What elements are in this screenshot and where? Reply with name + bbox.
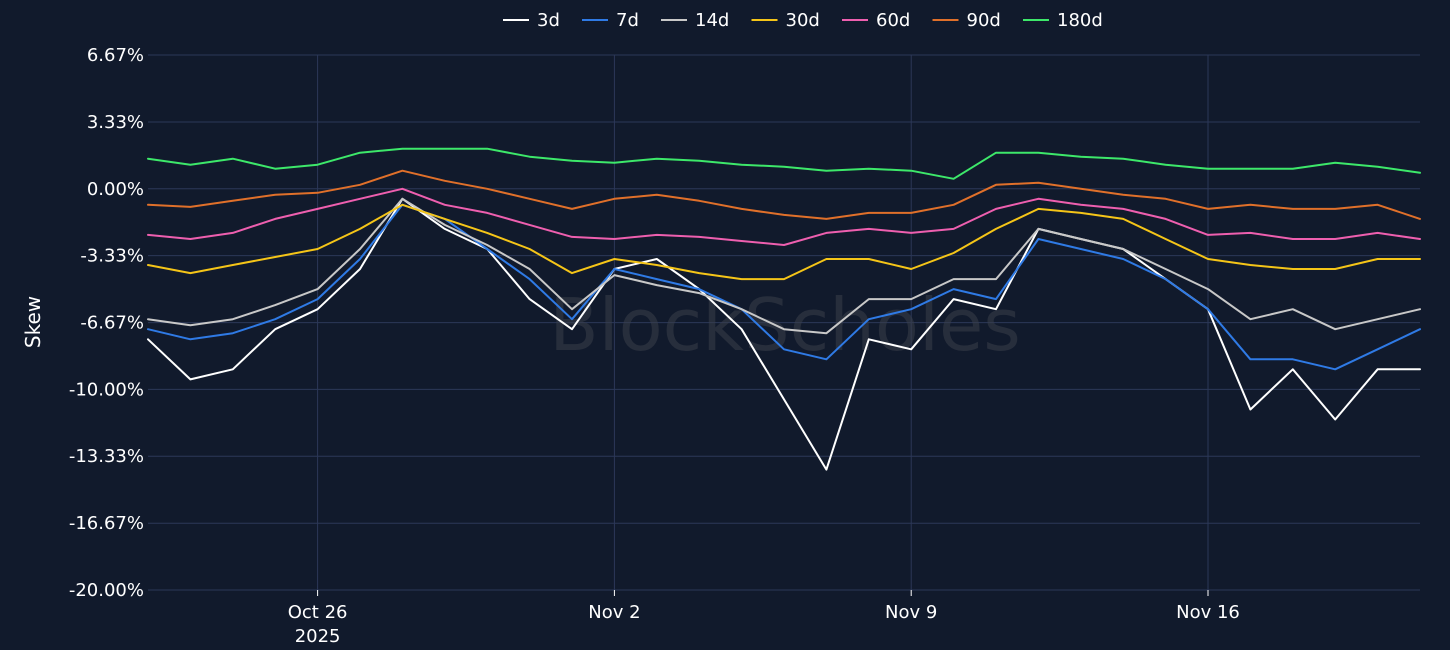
- legend: 3d 7d 14d 30d 60d 90d 180d: [503, 10, 1103, 31]
- x-tick-label: Nov 2: [588, 602, 640, 623]
- y-tick-label: -20.00%: [69, 580, 144, 601]
- legend-label: 7d: [616, 10, 639, 31]
- series-line-30d: [147, 203, 1421, 281]
- watermark-logo: BlockScholes: [549, 283, 1021, 367]
- legend-item-14d[interactable]: 14d: [661, 10, 729, 31]
- legend-item-60d[interactable]: 60d: [842, 10, 910, 31]
- y-tick-label: 3.33%: [87, 112, 144, 133]
- legend-label: 3d: [537, 10, 560, 31]
- y-tick-label: -6.67%: [80, 313, 144, 334]
- y-tick-label: -13.33%: [69, 446, 144, 467]
- series-line-7d: [147, 203, 1421, 371]
- legend-item-90d[interactable]: 90d: [932, 10, 1001, 31]
- series-line-60d: [147, 187, 1421, 246]
- legend-label: 180d: [1057, 10, 1103, 31]
- series-line-90d: [147, 169, 1421, 220]
- series-line-14d: [147, 197, 1421, 335]
- legend-label: 30d: [786, 10, 820, 31]
- x-tick-sublabel: 2025: [295, 626, 341, 647]
- legend-item-7d[interactable]: 7d: [582, 10, 639, 31]
- y-tick-label: 0.00%: [87, 179, 144, 200]
- x-tick-label: Nov 9: [885, 602, 937, 623]
- x-tick-label: Oct 26: [288, 602, 348, 623]
- x-tick-label: Nov 16: [1176, 602, 1240, 623]
- legend-item-3d[interactable]: 3d: [503, 10, 560, 31]
- y-tick-label: -3.33%: [80, 246, 144, 267]
- legend-item-180d[interactable]: 180d: [1023, 10, 1103, 31]
- series-lines: [147, 147, 1421, 471]
- series-line-180d: [147, 147, 1421, 180]
- y-axis: 6.67% 3.33% 0.00% -3.33% -6.67% -10.00% -13.33…: [69, 45, 144, 601]
- legend-label: 14d: [695, 10, 729, 31]
- y-axis-title: Skew: [21, 296, 45, 348]
- y-tick-label: -16.67%: [69, 513, 144, 534]
- legend-item-30d[interactable]: 30d: [751, 10, 820, 31]
- legend-label: 60d: [876, 10, 910, 31]
- y-tick-label: 6.67%: [87, 45, 144, 66]
- y-tick-label: -10.00%: [69, 379, 144, 400]
- grid: [148, 54, 1420, 591]
- x-axis: Oct 26 2025 Nov 2 Nov 9 Nov 16: [288, 590, 1240, 647]
- legend-label: 90d: [967, 10, 1001, 31]
